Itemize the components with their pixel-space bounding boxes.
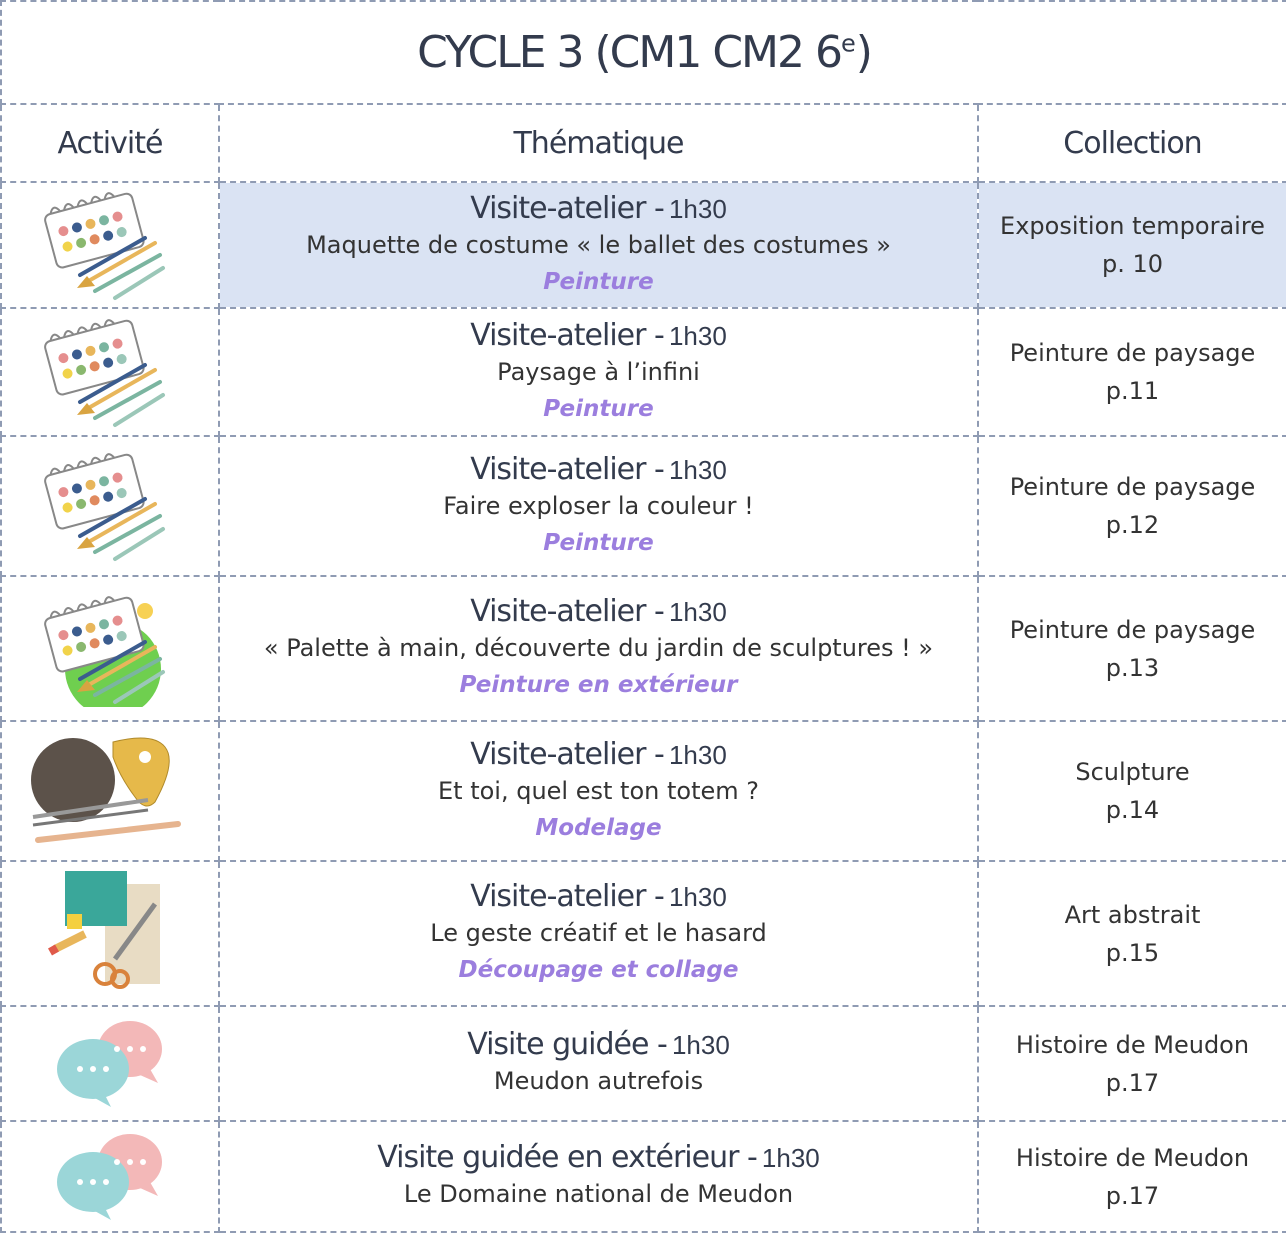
collection-cell: Sculpture p.14 (977, 720, 1286, 862)
header-cell: Activité (0, 103, 220, 183)
activity-icon (0, 1120, 220, 1233)
collection-cell: Art abstrait p.15 (977, 860, 1286, 1007)
activity-line: Visite-atelier - 1h30 (221, 190, 976, 226)
theme: Meudon autrefois (493, 1067, 704, 1095)
page-ref: p.15 (1105, 938, 1160, 967)
collection-cell: Histoire de Meudon p.17 (977, 1005, 1286, 1122)
table-row: Visite-atelier - 1h30 Faire exploser la c… (0, 435, 1286, 577)
theme: Le geste créatif et le hasard (430, 919, 767, 947)
duration: 1h30 (668, 597, 727, 627)
theme-cell: Visite-atelier - 1h30 « Palette à main, d… (218, 575, 979, 722)
table-row: Visite-atelier - 1h30 Et toi, quel est to… (0, 720, 1286, 862)
activity-type: Visite-atelier - (470, 879, 665, 914)
theme-cell: Visite-atelier - 1h30 Et toi, quel est to… (218, 720, 979, 862)
page-ref: p.12 (1105, 511, 1160, 539)
theme: Le Domaine national de Meudon (403, 1180, 794, 1208)
activity-line: Visite-atelier - 1h30 (221, 451, 976, 487)
title: CYCLE 3 (CM1 CM2 6 (417, 27, 843, 78)
header-cell: Collection (977, 103, 1286, 183)
collection-cell: Peinture de paysage p.11 (977, 307, 1286, 437)
title-sup: e (840, 29, 856, 58)
table-row: Visite guidée en extérieur - 1h30 Le Doma… (0, 1120, 1286, 1233)
duration: 1h30 (668, 193, 727, 224)
activity-type: Visite guidée - (467, 1027, 668, 1062)
theme: Faire exploser la couleur ! (443, 491, 754, 520)
technique: Modelage (535, 814, 662, 841)
theme-cell: Visite guidée - 1h30 Meudon autrefois (218, 1005, 979, 1122)
theme-cell: Visite-atelier - 1h30 Paysage à l’infini P… (218, 307, 979, 437)
activity-type: Visite-atelier - (470, 451, 665, 487)
activity-icon (0, 307, 220, 437)
collection: Exposition temporaire (1000, 212, 1265, 240)
collection-cell: Exposition temporaire p. 10 (977, 181, 1286, 309)
duration: 1h30 (668, 454, 727, 485)
table-row: Visite-atelier - 1h30 Le geste créatif et… (0, 860, 1286, 1007)
activity-line: Visite-atelier - 1h30 (221, 594, 976, 629)
activity-line: Visite-atelier - 1h30 (221, 317, 976, 353)
page-ref: p. 10 (1101, 250, 1164, 278)
activity-icon (0, 575, 220, 722)
technique: Peinture (543, 268, 654, 295)
duration: 1h30 (671, 1030, 730, 1060)
collection: Peinture de paysage (1009, 615, 1256, 644)
collection: Art abstrait (1064, 900, 1201, 929)
theme: Paysage à l’infini (497, 357, 700, 386)
collection: Peinture de paysage (1009, 339, 1256, 367)
activity-line: Visite-atelier - 1h30 (221, 736, 976, 772)
activity-line: Visite-atelier - 1h30 (221, 879, 976, 914)
page-ref: p.13 (1105, 653, 1160, 682)
duration: 1h30 (668, 320, 727, 351)
header-cell: Thématique (218, 103, 979, 183)
title-cell: CYCLE 3 (CM1 CM2 6e) (0, 0, 1286, 105)
collection: Histoire de Meudon (1015, 1143, 1250, 1172)
collection-cell: Peinture de paysage p.13 (977, 575, 1286, 722)
theme: Et toi, quel est ton totem ? (438, 776, 759, 805)
table-row: Visite-atelier - 1h30 « Palette à main, d… (0, 575, 1286, 722)
theme-cell: Visite-atelier - 1h30 Le geste créatif et… (218, 860, 979, 1007)
collection: Sculpture (1075, 758, 1190, 786)
activity-icon (0, 860, 220, 1007)
technique: Peinture (543, 395, 654, 422)
technique: Découpage et collage (458, 957, 739, 983)
table-row: Visite-atelier - 1h30 Paysage à l’infini P… (0, 307, 1286, 437)
title-end: ) (855, 27, 873, 78)
page-ref: p.17 (1105, 1181, 1160, 1210)
technique: Peinture en extérieur (459, 672, 738, 698)
table-row: Visite-atelier - 1h30 Maquette de costume… (0, 181, 1286, 309)
activity-icon (0, 1005, 220, 1122)
theme-cell: Visite guidée en extérieur - 1h30 Le Doma… (218, 1120, 979, 1233)
activity-type: Visite guidée en extérieur - (377, 1140, 758, 1175)
theme-cell: Visite-atelier - 1h30 Maquette de costume… (218, 181, 979, 309)
collection-cell: Histoire de Meudon p.17 (977, 1120, 1286, 1233)
activity-icon (0, 181, 220, 309)
duration: 1h30 (761, 1143, 820, 1173)
collection: Histoire de Meudon (1015, 1030, 1250, 1059)
theme: « Palette à main, découverte du jardin d… (263, 634, 934, 662)
activity-type: Visite-atelier - (470, 317, 665, 353)
page-ref: p.11 (1105, 377, 1160, 405)
table-row: Visite guidée - 1h30 Meudon autrefois Hist… (0, 1005, 1286, 1122)
theme-cell: Visite-atelier - 1h30 Faire exploser la c… (218, 435, 979, 577)
page-ref: p.17 (1105, 1068, 1160, 1097)
duration: 1h30 (668, 882, 727, 912)
header-row: Activité Thématique Collection (0, 103, 1286, 183)
technique: Peinture (543, 529, 654, 556)
activity-type: Visite-atelier - (470, 594, 665, 629)
theme: Maquette de costume « le ballet des cost… (306, 230, 891, 259)
collection-cell: Peinture de paysage p.12 (977, 435, 1286, 577)
page-ref: p.14 (1105, 796, 1160, 824)
collection: Peinture de paysage (1009, 473, 1256, 501)
activity-type: Visite-atelier - (470, 736, 665, 772)
title-row: CYCLE 3 (CM1 CM2 6e) (0, 0, 1286, 105)
activity-icon (0, 435, 220, 577)
duration: 1h30 (668, 739, 727, 770)
activity-icon (0, 720, 220, 862)
activity-line: Visite guidée - 1h30 (221, 1027, 976, 1062)
activity-line: Visite guidée en extérieur - 1h30 (221, 1140, 976, 1175)
activity-type: Visite-atelier - (470, 190, 665, 226)
